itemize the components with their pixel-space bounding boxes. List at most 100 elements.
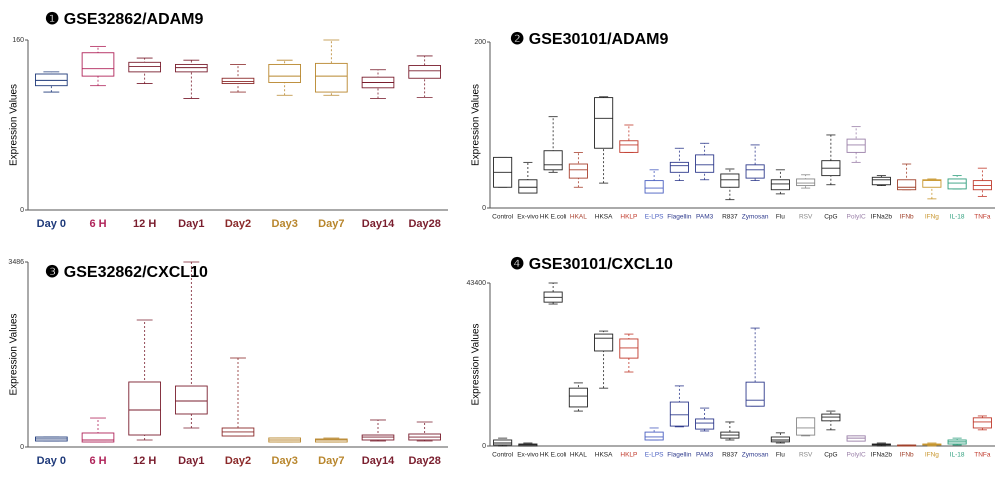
x-tick-label: IFNg xyxy=(925,214,939,221)
box xyxy=(361,434,395,441)
box xyxy=(128,61,161,73)
box xyxy=(720,173,740,188)
x-tick-label: CpG xyxy=(824,452,837,459)
box xyxy=(175,385,208,415)
x-tick-label: R837 xyxy=(722,452,738,459)
y-axis-label: Expression Values xyxy=(471,84,482,166)
x-tick-label: IFNa2b xyxy=(871,452,893,459)
box xyxy=(81,432,115,443)
box xyxy=(770,179,790,191)
x-tick-label: RSV xyxy=(799,214,813,221)
x-tick-label: Day1 xyxy=(178,218,204,230)
box xyxy=(947,178,967,190)
box xyxy=(518,179,538,194)
x-tick-label: HKLP xyxy=(620,214,637,221)
box xyxy=(695,154,715,173)
box xyxy=(796,178,816,187)
x-tick-label: Flu xyxy=(776,214,785,221)
box xyxy=(268,63,301,83)
box xyxy=(493,439,513,446)
box xyxy=(669,401,689,427)
x-tick-label: HKAL xyxy=(570,214,587,221)
x-tick-label: Day 0 xyxy=(37,455,66,467)
y-axis-label: Expression Values xyxy=(9,313,20,395)
chart-title: ❹ GSE30101/CXCL10 xyxy=(510,256,673,273)
x-tick-label: Control xyxy=(492,214,514,221)
y-axis-label: Expression Values xyxy=(471,323,482,405)
x-tick-label: TNFa xyxy=(974,452,991,459)
box xyxy=(568,163,588,179)
box xyxy=(81,52,115,77)
box xyxy=(745,381,765,407)
y-tick-label: 200 xyxy=(474,39,486,46)
box xyxy=(897,179,917,191)
x-tick-label: HKLP xyxy=(620,452,637,459)
box xyxy=(594,333,614,352)
box xyxy=(695,418,715,430)
x-tick-label: IFNb xyxy=(900,452,914,459)
box xyxy=(871,176,891,186)
box xyxy=(35,73,68,87)
x-tick-label: IL-18 xyxy=(950,214,965,221)
x-tick-label: Flagellin xyxy=(667,452,692,459)
x-tick-label: Flu xyxy=(776,452,785,459)
x-tick-label: Day28 xyxy=(408,455,440,467)
x-tick-label: E-LPS xyxy=(645,214,664,221)
x-tick-label: Zymosan xyxy=(742,452,769,459)
x-tick-label: IFNa2b xyxy=(871,214,893,221)
chart-title: ❷ GSE30101/ADAM9 xyxy=(510,31,669,48)
y-axis-label: Expression Values xyxy=(9,84,20,166)
x-tick-label: 12 H xyxy=(133,455,156,467)
x-tick-label: PolyIC xyxy=(847,214,866,221)
x-tick-label: CpG xyxy=(824,214,837,221)
x-tick-label: IFNb xyxy=(900,214,914,221)
x-tick-label: Control xyxy=(492,452,514,459)
y-tick-label: 160 xyxy=(12,37,24,44)
x-tick-label: IL-18 xyxy=(950,452,965,459)
chart-title: ❸ GSE32862/CXCL10 xyxy=(45,264,208,281)
box xyxy=(922,179,942,188)
x-tick-label: 12 H xyxy=(133,218,156,230)
box xyxy=(972,417,992,429)
x-tick-label: Day3 xyxy=(272,455,298,467)
y-tick-label: 0 xyxy=(20,444,24,451)
x-tick-label: R837 xyxy=(722,214,738,221)
box xyxy=(644,180,664,194)
box xyxy=(594,97,614,149)
x-tick-label: Day14 xyxy=(362,455,395,467)
x-tick-label: Day1 xyxy=(178,455,204,467)
x-tick-label: HKSA xyxy=(595,214,613,221)
box xyxy=(644,431,664,441)
x-tick-label: HKSA xyxy=(595,452,613,459)
x-tick-label: Day14 xyxy=(362,218,395,230)
box xyxy=(745,164,765,179)
x-tick-label: PAM3 xyxy=(696,214,714,221)
box xyxy=(568,387,588,408)
box xyxy=(770,436,790,443)
box xyxy=(128,381,161,436)
chart-title: ❶ GSE32862/ADAM9 xyxy=(45,11,204,28)
x-tick-label: Day 0 xyxy=(37,218,66,230)
box xyxy=(796,417,816,436)
x-tick-label: HK E.coli xyxy=(540,452,567,459)
x-tick-label: Day7 xyxy=(318,218,344,230)
y-tick-label: 0 xyxy=(20,207,24,214)
x-tick-label: HK E.coli xyxy=(540,214,567,221)
x-tick-label: Zymosan xyxy=(742,214,769,221)
x-tick-label: 6 H xyxy=(89,218,106,230)
x-tick-label: IFNg xyxy=(925,452,939,459)
box xyxy=(175,63,208,73)
x-tick-label: HKAL xyxy=(570,452,587,459)
x-tick-label: E-LPS xyxy=(645,452,664,459)
x-tick-label: Day28 xyxy=(408,218,440,230)
box xyxy=(408,65,441,79)
box xyxy=(669,161,689,173)
x-tick-label: Day3 xyxy=(272,218,298,230)
box xyxy=(315,62,348,93)
x-tick-label: PolyIC xyxy=(847,452,866,459)
x-tick-label: Flagellin xyxy=(667,214,692,221)
box xyxy=(543,150,563,171)
y-tick-label: 0 xyxy=(482,443,486,450)
box xyxy=(221,77,255,85)
